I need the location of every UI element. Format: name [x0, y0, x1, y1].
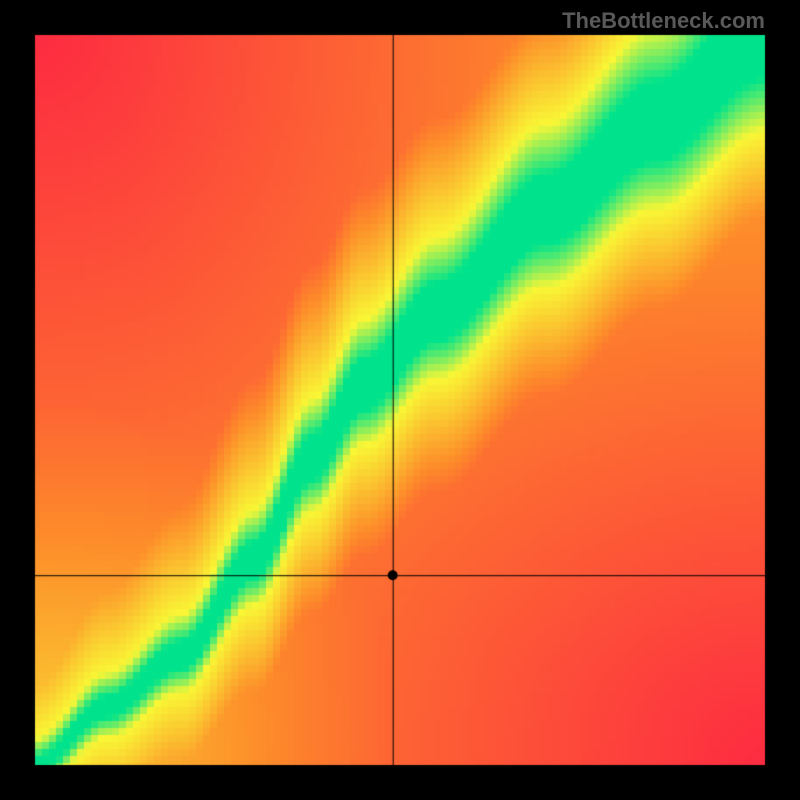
bottleneck-heatmap — [0, 0, 800, 800]
watermark: TheBottleneck.com — [562, 8, 765, 34]
